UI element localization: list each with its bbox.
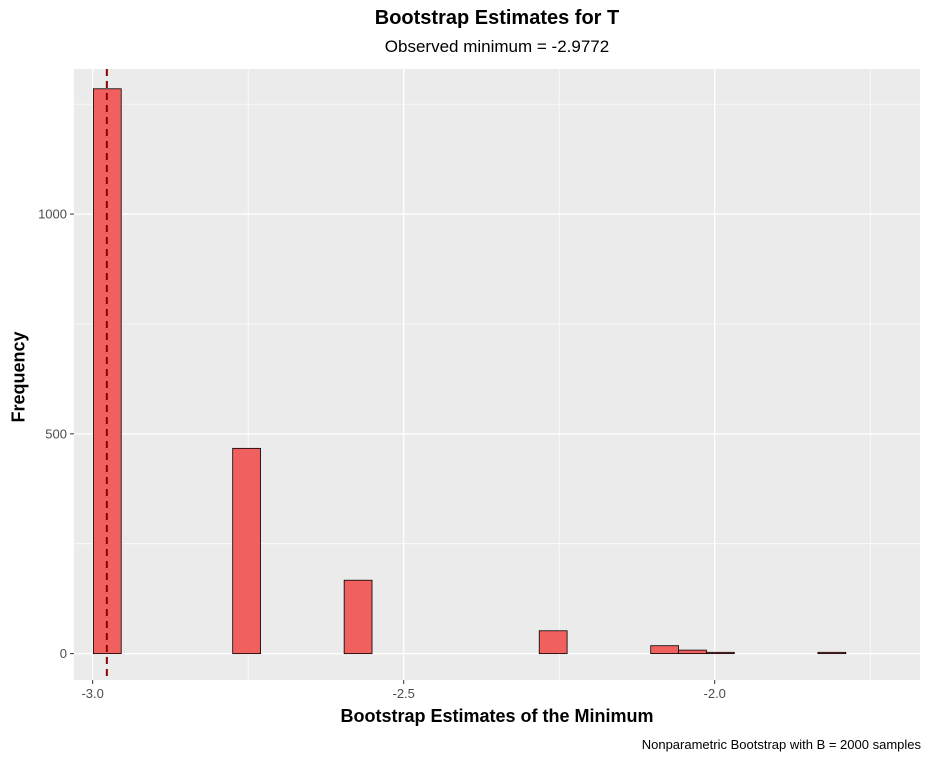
minor-gridlines — [74, 69, 920, 680]
histogram-bar — [678, 649, 707, 655]
histogram-bar — [706, 651, 735, 655]
y-tick-label: 1000 — [38, 207, 67, 222]
chart-title: Bootstrap Estimates for T — [374, 7, 620, 29]
major-gridlines — [74, 69, 920, 680]
plot-panel — [74, 69, 920, 680]
chart-caption: Nonparametric Bootstrap with B = 2000 sa… — [641, 737, 921, 752]
histogram-bar — [232, 447, 261, 655]
x-tick-label: -2.0 — [704, 686, 726, 701]
histogram-bar — [538, 630, 568, 655]
histogram-bar — [343, 579, 373, 655]
x-axis: -3.0 -2.5 -2.0 — [81, 680, 726, 701]
histogram-bar — [650, 645, 679, 655]
x-tick-label: -2.5 — [392, 686, 414, 701]
x-axis-label: Bootstrap Estimates of the Minimum — [340, 706, 654, 726]
y-tick-label: 0 — [60, 646, 67, 661]
y-tick-label: 500 — [45, 426, 67, 441]
x-tick-label: -3.0 — [81, 686, 103, 701]
chart-subtitle: Observed minimum = -2.9772 — [384, 37, 610, 56]
histogram-bar — [817, 651, 847, 655]
y-axis: 0 500 1000 — [38, 207, 74, 661]
